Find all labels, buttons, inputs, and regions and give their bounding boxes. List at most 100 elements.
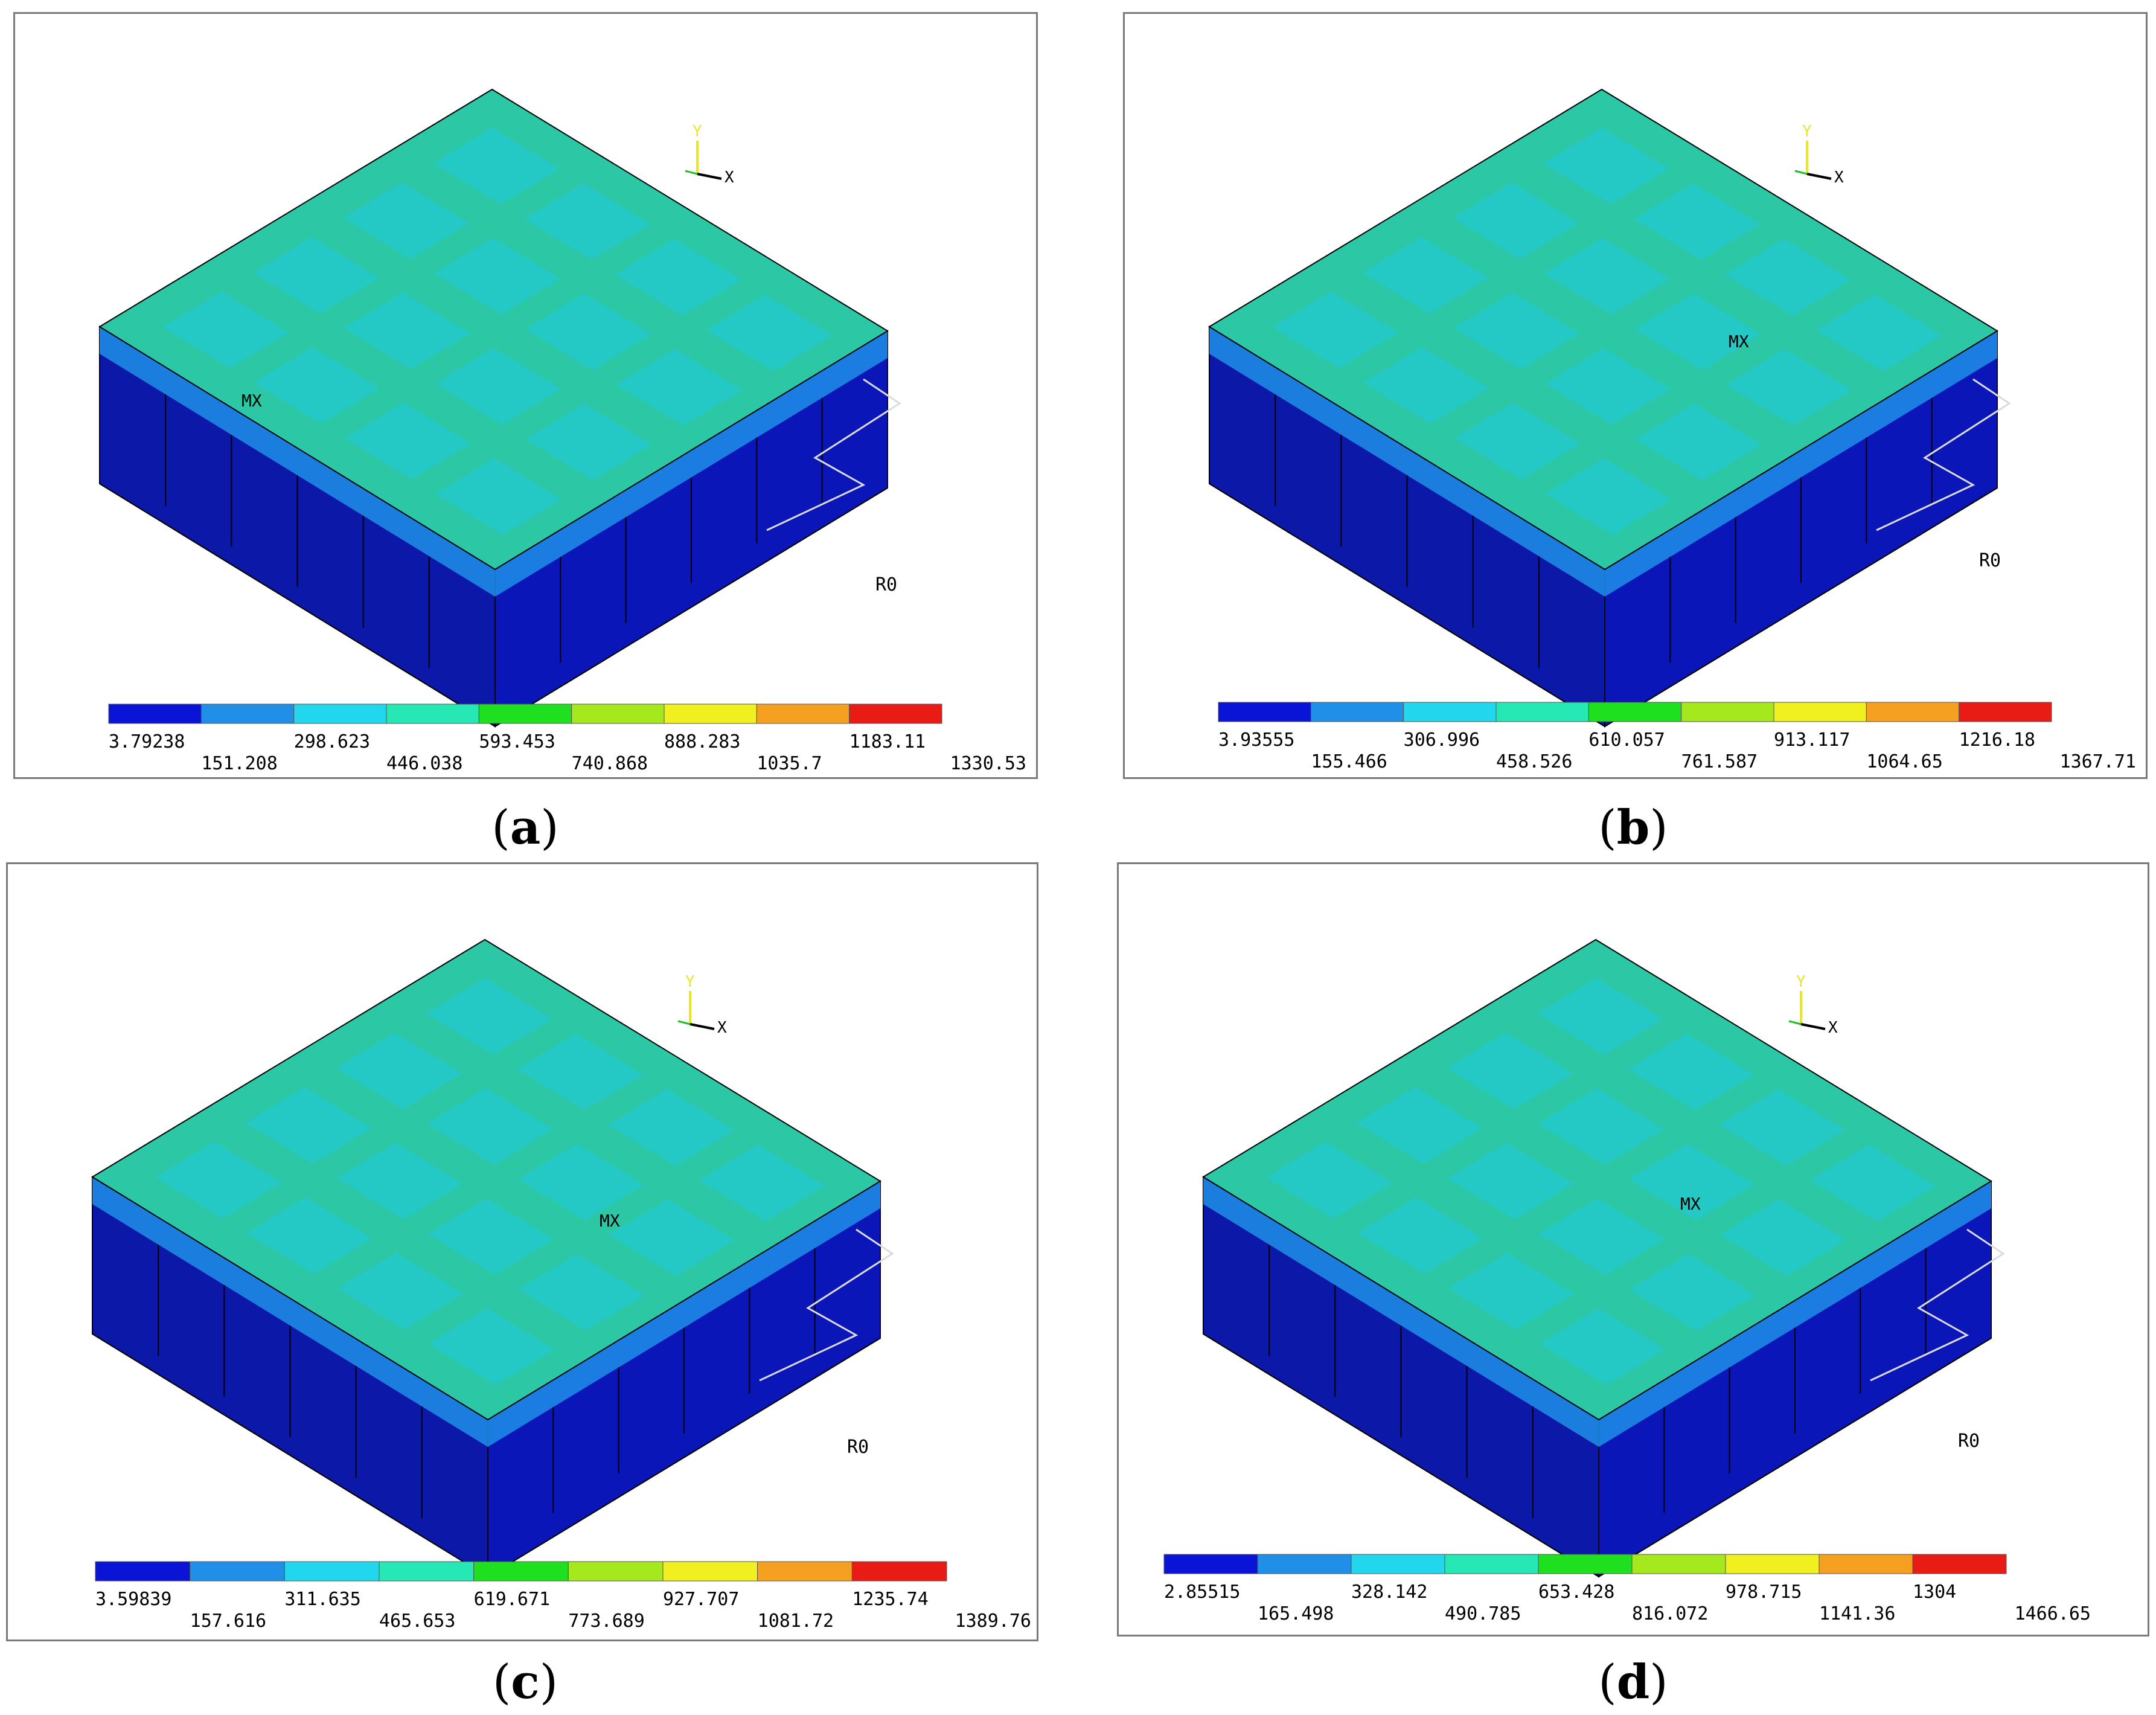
- slab-region: [1629, 1254, 1756, 1331]
- slab-region: [1447, 1032, 1573, 1109]
- slab-region: [1538, 1088, 1664, 1165]
- legend-swatch: [1681, 702, 1774, 722]
- axis-y-label: Y: [685, 973, 695, 991]
- slab-region: [435, 458, 562, 535]
- axis-x-label: X: [1834, 168, 1844, 187]
- slab-region: [344, 292, 470, 370]
- axis-x-label: X: [1828, 1019, 1838, 1037]
- slab-region: [608, 1089, 735, 1166]
- legend-tick-label: 1389.76: [955, 1611, 1031, 1632]
- legend-swatch: [1866, 702, 1960, 722]
- legend-swatch: [568, 1561, 664, 1582]
- legend-swatch: [95, 1561, 191, 1582]
- legend-swatch: [851, 1561, 947, 1582]
- legend-tick-label: 593.453: [479, 731, 555, 752]
- axis-triad: YX: [685, 123, 734, 187]
- legend-tick-label: 1304: [1913, 1582, 1956, 1603]
- excavation-outline: [1876, 378, 2011, 531]
- slab-region: [344, 402, 471, 479]
- legend-swatch: [664, 704, 757, 724]
- slab-region: [525, 403, 652, 481]
- slab-region: [517, 1033, 644, 1111]
- legend-swatch: [849, 704, 942, 724]
- model-top-face: [91, 938, 881, 1421]
- r0-label: R0: [847, 1437, 869, 1458]
- slab-region: [427, 1088, 553, 1165]
- slab-region: [1544, 237, 1670, 315]
- legend-swatch: [662, 1561, 758, 1582]
- legend-tick-label: 1235.74: [852, 1589, 928, 1610]
- mx-label: MX: [242, 391, 262, 411]
- slab-region: [1539, 1308, 1666, 1385]
- axis-triad: YX: [677, 973, 727, 1037]
- slab-region: [615, 239, 742, 316]
- contour-panel-c: Y X MX R0 3.59839 311.635 619.671 927.707 1235.7…: [6, 862, 1038, 1641]
- legend-tick-label: 1081.72: [758, 1611, 834, 1632]
- legend-swatch: [1725, 1554, 1820, 1574]
- legend-tick-label: 446.038: [386, 753, 462, 774]
- legend-tick-label: 165.498: [1258, 1603, 1334, 1624]
- model-bottom-edge: [1203, 1333, 1992, 1578]
- caption-d: (d): [1598, 1655, 1668, 1710]
- axis-y-label: Y: [1802, 123, 1812, 141]
- legend-swatch: [108, 704, 202, 724]
- slab-region: [1448, 1252, 1575, 1330]
- slab-region: [517, 1143, 644, 1220]
- legend-tick-label: 773.689: [568, 1611, 644, 1632]
- legend-tick-label: 3.79238: [109, 731, 185, 752]
- slab-region: [336, 1032, 462, 1109]
- r0-label: R0: [1958, 1431, 1980, 1452]
- legend-swatch: [1351, 1554, 1445, 1574]
- legend-swatch: [1257, 1554, 1352, 1574]
- legend-tick-label: 1141.36: [1819, 1603, 1895, 1624]
- slab-region: [254, 347, 380, 424]
- legend-tick-label: 465.653: [379, 1611, 455, 1632]
- legend-swatch: [1631, 1554, 1726, 1574]
- legend-swatch: [200, 704, 295, 724]
- model-top-face: [1202, 938, 1992, 1421]
- r0-label: R0: [1979, 550, 2001, 571]
- legend-tick-label: 653.428: [1538, 1582, 1614, 1603]
- legend-swatch: [478, 704, 572, 724]
- excavation-outline: [766, 378, 901, 531]
- slab-region: [245, 1087, 372, 1164]
- side-stratum-right: [1605, 331, 1997, 597]
- slab-region: [1272, 291, 1399, 368]
- slab-region: [1719, 1089, 1846, 1166]
- model-bottom-edge: [99, 483, 888, 728]
- legend-swatch: [1538, 1554, 1633, 1574]
- slab-region: [1537, 978, 1663, 1055]
- legend-tick-label: 978.715: [1726, 1582, 1802, 1603]
- slab-region: [1447, 1143, 1574, 1220]
- legend-tick-label: 298.623: [294, 731, 370, 752]
- legend-swatch: [1959, 702, 2052, 722]
- slab-region: [1809, 1144, 1936, 1222]
- slab-region: [706, 294, 833, 371]
- legend-tick-label: 888.283: [664, 731, 740, 752]
- slab-region: [435, 348, 561, 425]
- slab-region: [1453, 292, 1580, 370]
- slab-region: [1356, 1087, 1483, 1164]
- caption-c: (c): [492, 1655, 558, 1710]
- slab-region: [343, 182, 470, 259]
- slab-region: [1363, 347, 1489, 424]
- legend-tick-label: 157.616: [190, 1611, 266, 1632]
- slab-region: [1628, 1143, 1755, 1220]
- legend-swatch: [1819, 1554, 1913, 1574]
- side-stratum-left: [92, 1177, 488, 1447]
- contour-panel-a: Y X MX R0 3.79238 298.623 593.453 888.283 1183.1…: [13, 12, 1038, 779]
- legend-swatch: [190, 1561, 285, 1582]
- legend-tick-label: 610.057: [1588, 729, 1665, 751]
- slab-region: [1362, 237, 1489, 314]
- legend-tick-label: 761.587: [1681, 751, 1758, 772]
- side-stratum-left: [1203, 1177, 1599, 1447]
- legend-swatch: [757, 1561, 852, 1582]
- slab-region: [518, 1254, 645, 1331]
- legend-tick-label: 1216.18: [1959, 729, 2035, 751]
- legend-tick-label: 1330.53: [950, 753, 1026, 774]
- slab-region: [427, 1198, 554, 1275]
- legend-tick-label: 619.671: [474, 1589, 550, 1610]
